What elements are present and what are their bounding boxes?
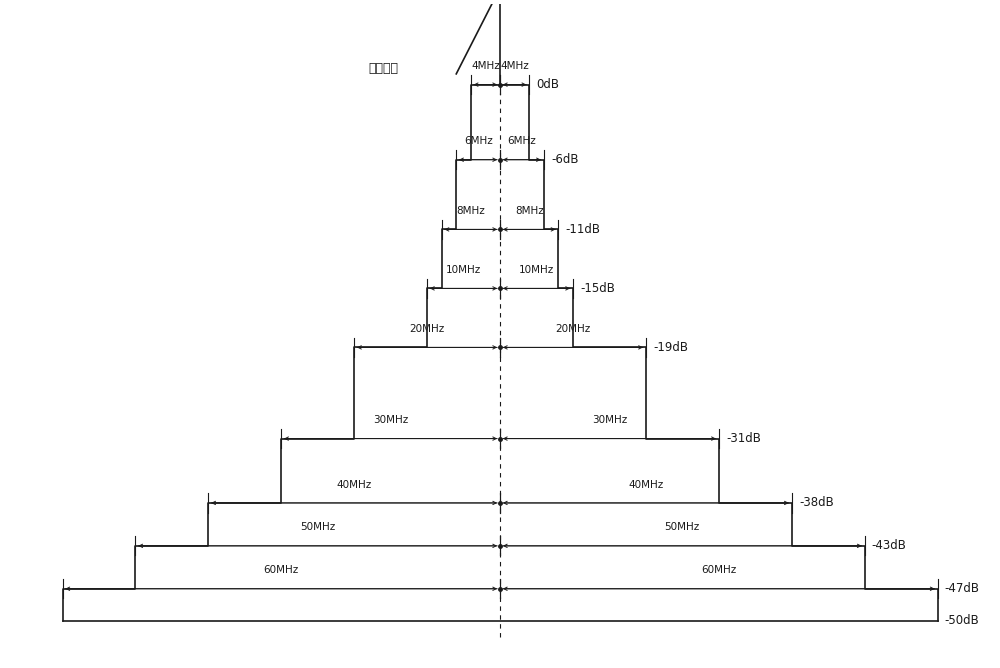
Text: 30MHz: 30MHz xyxy=(373,415,408,425)
Text: -11dB: -11dB xyxy=(566,223,601,236)
Text: 10MHz: 10MHz xyxy=(519,265,554,275)
Text: 50MHz: 50MHz xyxy=(665,522,700,532)
Text: 20MHz: 20MHz xyxy=(409,324,445,334)
Text: -15dB: -15dB xyxy=(580,282,615,295)
Text: 4MHz: 4MHz xyxy=(471,61,500,71)
Text: 4MHz: 4MHz xyxy=(500,61,529,71)
Text: 0dB: 0dB xyxy=(536,78,559,91)
Text: 6MHz: 6MHz xyxy=(508,136,536,146)
Text: -43dB: -43dB xyxy=(872,539,907,552)
Text: 20MHz: 20MHz xyxy=(555,324,591,334)
Text: 50MHz: 50MHz xyxy=(300,522,335,532)
Text: 8MHz: 8MHz xyxy=(456,206,485,216)
Text: 60MHz: 60MHz xyxy=(264,565,299,575)
Text: -6dB: -6dB xyxy=(551,153,579,166)
Text: 载波频率: 载波频率 xyxy=(369,62,399,75)
Text: 10MHz: 10MHz xyxy=(446,265,481,275)
Text: 6MHz: 6MHz xyxy=(464,136,493,146)
Text: -31dB: -31dB xyxy=(726,432,761,445)
Text: 60MHz: 60MHz xyxy=(701,565,736,575)
Text: -47dB: -47dB xyxy=(945,582,980,595)
Text: -50dB: -50dB xyxy=(945,615,980,627)
Text: 40MHz: 40MHz xyxy=(628,480,663,490)
Text: -19dB: -19dB xyxy=(653,341,688,354)
Text: 30MHz: 30MHz xyxy=(592,415,627,425)
Text: 8MHz: 8MHz xyxy=(515,206,544,216)
Text: 40MHz: 40MHz xyxy=(337,480,372,490)
Text: -38dB: -38dB xyxy=(799,496,834,510)
